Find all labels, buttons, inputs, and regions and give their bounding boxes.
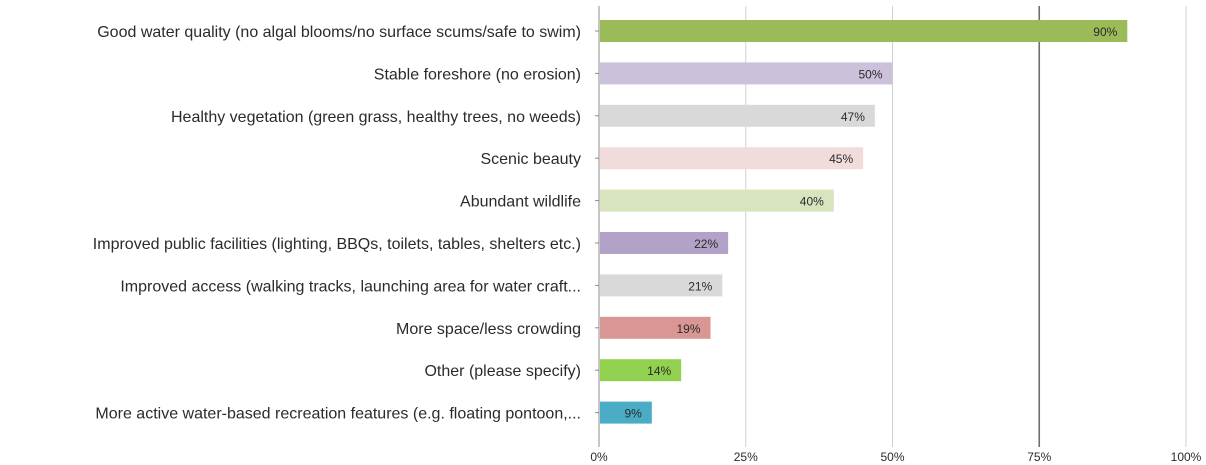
x-tick-label-0: 0% <box>590 450 608 464</box>
bar-3 <box>600 147 864 170</box>
category-label-6: Improved access (walking tracks, launchi… <box>120 278 581 295</box>
bar-6 <box>600 274 723 297</box>
category-label-0: Good water quality (no algal blooms/no s… <box>97 24 581 41</box>
value-label-5: 22% <box>694 237 718 251</box>
x-tick-label-100: 100% <box>1171 450 1202 464</box>
category-label-4: Abundant wildlife <box>460 194 581 211</box>
bar-8 <box>600 359 682 382</box>
category-label-2: Healthy vegetation (green grass, healthy… <box>171 109 581 126</box>
bar-9 <box>600 401 652 424</box>
x-tick-label-25: 25% <box>734 450 758 464</box>
value-label-2: 47% <box>841 110 865 124</box>
bars <box>600 20 1128 424</box>
value-label-7: 19% <box>676 322 700 336</box>
x-tick-label-50: 50% <box>880 450 904 464</box>
value-label-4: 40% <box>800 195 824 209</box>
bar-0 <box>600 20 1128 42</box>
bar-5 <box>600 232 729 254</box>
value-label-3: 45% <box>829 152 853 166</box>
category-label-9: More active water-based recreation featu… <box>95 406 581 423</box>
value-label-8: 14% <box>647 364 671 378</box>
value-label-1: 50% <box>858 67 882 81</box>
category-label-8: Other (please specify) <box>424 363 581 380</box>
category-label-1: Stable foreshore (no erosion) <box>374 66 581 83</box>
x-tick-label-75: 75% <box>1027 450 1051 464</box>
labels: Good water quality (no algal blooms/no s… <box>93 24 1202 464</box>
axes <box>595 6 600 447</box>
category-label-7: More space/less crowding <box>396 321 581 338</box>
bar-2 <box>600 104 875 127</box>
bar-4 <box>600 189 834 212</box>
bar-1 <box>600 62 893 85</box>
category-label-5: Improved public facilities (lighting, BB… <box>93 236 581 253</box>
bar-7 <box>600 316 711 339</box>
value-label-9: 9% <box>624 407 642 421</box>
value-label-0: 90% <box>1093 25 1117 39</box>
category-label-3: Scenic beauty <box>480 151 581 168</box>
value-label-6: 21% <box>688 279 712 293</box>
